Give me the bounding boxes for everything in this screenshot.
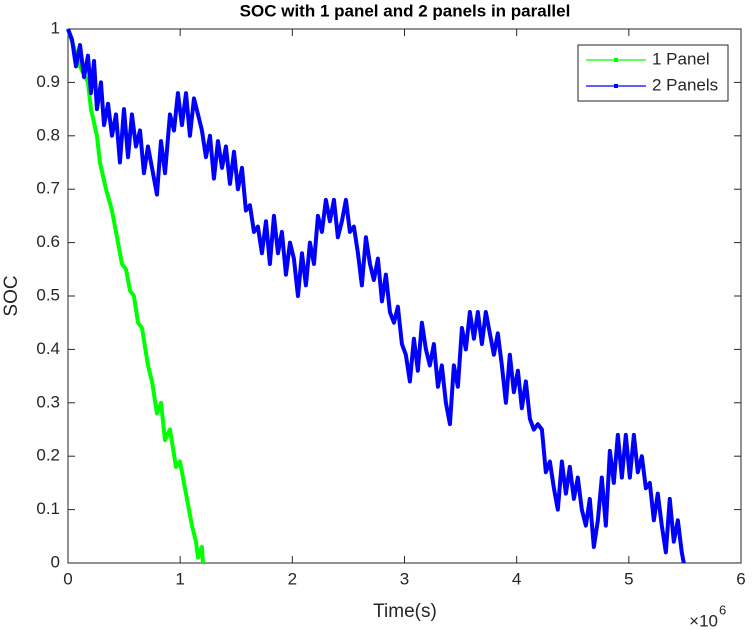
x-tick-label: 5 [624,569,633,588]
y-tick-label: 0.8 [36,125,60,144]
y-tick-label: 0.3 [36,392,60,411]
legend-box [577,44,729,102]
y-tick-label: 0 [51,552,60,571]
series-line [66,28,205,564]
x-tick-label: 2 [288,569,297,588]
y-tick-label: 0.1 [36,499,60,518]
x-tick-label: 4 [512,569,521,588]
y-tick-label: 0.5 [36,285,60,304]
y-tick-label: 0.6 [36,232,60,251]
legend-label: 1 Panel [652,49,710,68]
x-tick-label: 0 [63,569,72,588]
y-axis-label: SOC [1,275,22,316]
legend-label: 2 Panels [652,75,718,94]
legend-marker [614,58,618,62]
chart-title: SOC with 1 panel and 2 panels in paralle… [240,1,571,20]
y-tick-label: 0.4 [36,339,60,358]
series-line [66,28,686,564]
x-tick-label: 3 [400,569,409,588]
legend-marker [614,84,618,88]
x-axis-label: Time(s) [373,601,437,622]
x-tick-label: 6 [736,569,745,588]
y-tick-label: 0.9 [36,72,60,91]
x-multiplier: ×10 [689,611,718,630]
y-tick-label: 0.7 [36,179,60,198]
y-tick-label: 1 [51,18,60,37]
x-tick-label: 1 [175,569,184,588]
x-multiplier-exponent: 6 [719,602,726,617]
y-tick-label: 0.2 [36,446,60,465]
